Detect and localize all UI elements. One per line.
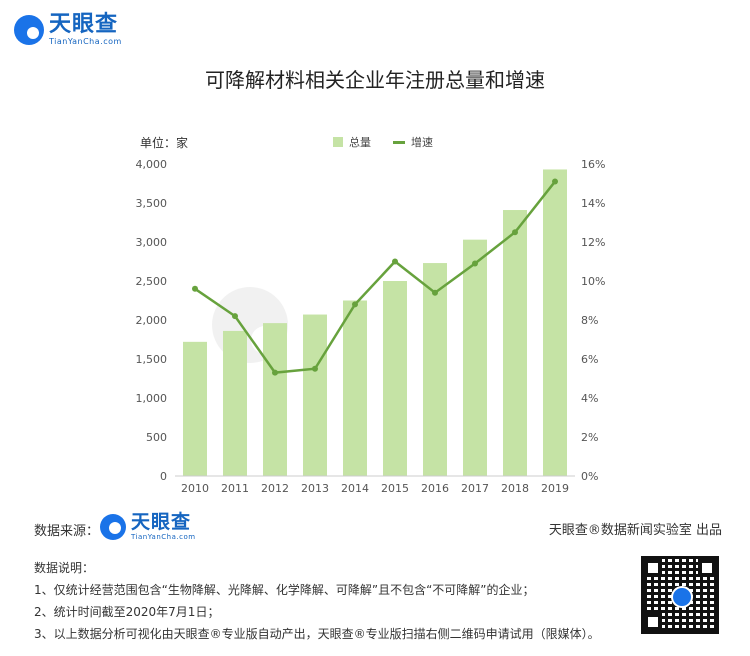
left-tick-label: 4,000 [136,158,168,171]
chart-legend: 总量 增速 [333,134,433,150]
x-tick-label: 2019 [541,482,569,495]
source-label: 数据来源： [34,524,100,539]
logo-name: 天眼查 [49,12,119,37]
chart-canvas: 05001,0001,5002,0002,5003,0003,5004,000 … [136,158,606,495]
growth-point-2011[interactable] [232,313,238,320]
qr-code[interactable] [641,556,719,634]
legend-bar-swatch [333,137,343,147]
x-tick-label: 2015 [381,482,409,495]
source-logo: 天眼查 TianYanCha.com [100,513,196,541]
right-tick-label: 6% [581,353,598,366]
growth-point-2019[interactable] [552,178,558,185]
left-tick-label: 2,000 [136,314,168,327]
bar-2010[interactable] [183,341,207,476]
legend-bar-label: 总量 [349,136,371,149]
growth-line [194,180,556,374]
qr-finder [644,613,662,631]
left-tick-label: 500 [146,431,167,444]
left-tick-label: 0 [160,470,167,483]
notes-block: 数据说明： 1、仅统计经营范围包含“生物降解、光降解、化学降解、可降解”且不包含… [34,557,600,645]
right-tick-label: 0% [581,470,598,483]
bar-2018[interactable] [503,210,527,476]
qr-finder [644,559,662,577]
right-tick-label: 4% [581,392,598,405]
note-item: 1、仅统计经营范围包含“生物降解、光降解、化学降解、可降解”且不包含“不可降解”… [34,583,535,597]
source-logo-sub: TianYanCha.com [131,533,196,541]
legend-line-swatch [393,140,405,144]
bar-2017[interactable] [463,239,487,476]
tianyancha-logo-icon [14,15,44,45]
left-tick-label: 3,500 [136,197,168,210]
brand-logo: 天眼查 TianYanCha.com [14,14,122,46]
source-logo-name: 天眼查 [131,511,192,533]
x-tick-label: 2011 [221,482,249,495]
x-tick-label: 2017 [461,482,489,495]
left-tick-label: 1,500 [136,353,168,366]
notes-title: 数据说明： [34,561,95,575]
left-tick-label: 1,000 [136,392,168,405]
x-tick-label: 2016 [421,482,449,495]
x-tick-label: 2013 [301,482,329,495]
bar-2016[interactable] [423,263,447,476]
bar-2011[interactable] [223,330,247,476]
bar-2014[interactable] [343,300,367,477]
growth-point-2014[interactable] [352,301,358,308]
right-tick-label: 12% [581,236,605,249]
bar-2019[interactable] [543,169,567,476]
right-tick-label: 16% [581,158,605,171]
growth-point-2015[interactable] [392,258,398,265]
x-tick-label: 2012 [261,482,289,495]
x-tick-label: 2014 [341,482,369,495]
bar-2012[interactable] [263,323,287,476]
qr-finder [698,559,716,577]
x-tick-label: 2010 [181,482,209,495]
right-tick-label: 8% [581,314,598,327]
x-tick-label: 2018 [501,482,529,495]
bar-2015[interactable] [383,281,407,476]
left-tick-label: 3,000 [136,236,168,249]
source-logo-icon [100,514,126,540]
chart-title: 可降解材料相关企业年注册总量和增速 [205,68,545,92]
legend-line-label: 增速 [411,136,433,149]
note-item: 3、以上数据分析可视化由天眼查®专业版自动产出，天眼查®专业版扫描右侧二维码申请… [34,627,600,641]
note-item: 2、统计时间截至2020年7月1日； [34,605,220,619]
logo-sub: TianYanCha.com [49,37,122,46]
growth-point-2016[interactable] [432,289,438,296]
left-tick-label: 2,500 [136,275,168,288]
unit-label: 单位：家 [140,136,189,150]
growth-point-2010[interactable] [192,285,198,292]
bar-2013[interactable] [303,314,327,476]
growth-point-2013[interactable] [312,365,318,372]
lab-credit: 天眼查®数据新闻实验室 出品 [548,523,722,538]
qr-logo-icon [671,586,693,608]
right-tick-label: 2% [581,431,598,444]
growth-point-2018[interactable] [512,229,518,236]
growth-point-2012[interactable] [272,369,278,376]
right-tick-label: 10% [581,275,605,288]
right-tick-label: 14% [581,197,605,210]
growth-point-2017[interactable] [472,260,478,267]
